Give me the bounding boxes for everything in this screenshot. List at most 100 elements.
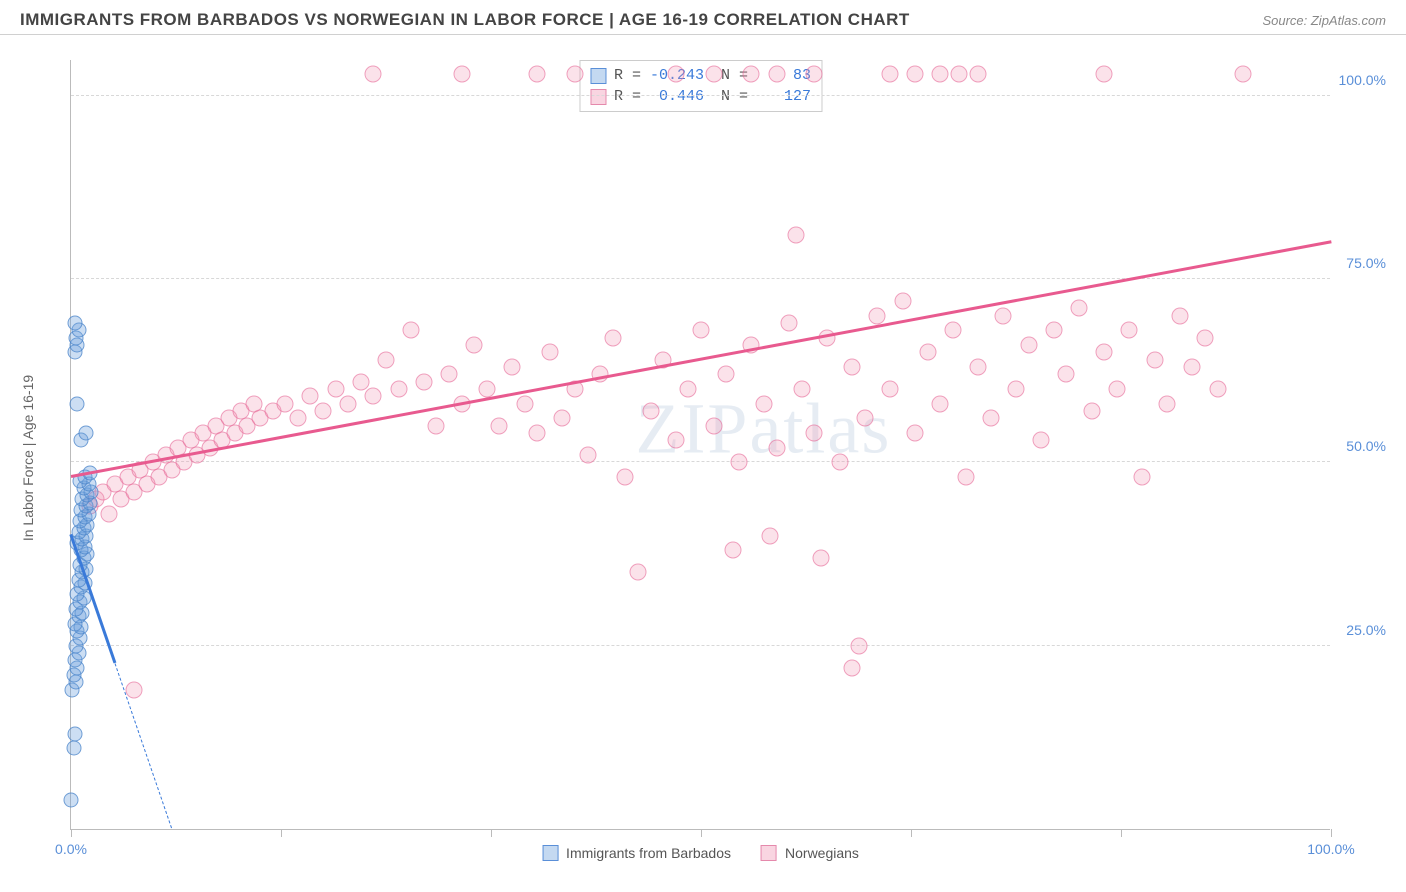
data-point: [831, 454, 848, 471]
data-point: [856, 410, 873, 427]
data-point: [70, 396, 85, 411]
x-tick: [491, 829, 492, 837]
x-tick: [71, 829, 72, 837]
data-point: [667, 432, 684, 449]
data-point: [554, 410, 571, 427]
data-point: [762, 527, 779, 544]
data-point: [1159, 395, 1176, 412]
source-attribution: Source: ZipAtlas.com: [1262, 13, 1386, 28]
data-point: [667, 65, 684, 82]
data-point: [1096, 65, 1113, 82]
data-point: [812, 549, 829, 566]
data-point: [995, 307, 1012, 324]
data-point: [768, 65, 785, 82]
data-point: [365, 65, 382, 82]
data-point: [403, 322, 420, 339]
pink-swatch-icon: [761, 845, 777, 861]
data-point: [768, 439, 785, 456]
x-tick: [911, 829, 912, 837]
data-point: [66, 741, 81, 756]
data-point: [491, 417, 508, 434]
x-tick: [1121, 829, 1122, 837]
gridline: [71, 461, 1330, 462]
data-point: [693, 322, 710, 339]
data-point: [1008, 381, 1025, 398]
data-point: [1234, 65, 1251, 82]
data-point: [567, 65, 584, 82]
data-point: [441, 366, 458, 383]
y-tick-label: 75.0%: [1346, 255, 1386, 271]
data-point: [1071, 300, 1088, 317]
legend-label: Norwegians: [785, 845, 859, 861]
gridline: [71, 95, 1330, 96]
data-point: [894, 293, 911, 310]
data-point: [541, 344, 558, 361]
y-tick-label: 50.0%: [1346, 438, 1386, 454]
data-point: [504, 359, 521, 376]
pink-swatch-icon: [590, 89, 606, 105]
data-point: [1146, 351, 1163, 368]
trend-line: [71, 240, 1331, 477]
data-point: [315, 403, 332, 420]
data-point: [680, 381, 697, 398]
legend-item-blue: Immigrants from Barbados: [542, 845, 731, 861]
chart-header: IMMIGRANTS FROM BARBADOS VS NORWEGIAN IN…: [0, 0, 1406, 35]
data-point: [1045, 322, 1062, 339]
data-point: [415, 373, 432, 390]
data-point: [869, 307, 886, 324]
data-point: [787, 227, 804, 244]
data-point: [1083, 403, 1100, 420]
data-point: [806, 65, 823, 82]
x-tick: [281, 829, 282, 837]
data-point: [932, 65, 949, 82]
blue-swatch-icon: [590, 68, 606, 84]
blue-swatch-icon: [542, 845, 558, 861]
data-point: [327, 381, 344, 398]
data-point: [390, 381, 407, 398]
data-point: [907, 65, 924, 82]
gridline: [71, 645, 1330, 646]
x-tick-label: 0.0%: [55, 841, 87, 857]
data-point: [277, 395, 294, 412]
pink-r-value: 0.446: [649, 86, 704, 107]
data-point: [428, 417, 445, 434]
data-point: [1096, 344, 1113, 361]
data-point: [844, 659, 861, 676]
data-point: [478, 381, 495, 398]
data-point: [724, 542, 741, 559]
data-point: [1184, 359, 1201, 376]
data-point: [1209, 381, 1226, 398]
data-point: [957, 469, 974, 486]
data-point: [1121, 322, 1138, 339]
data-point: [932, 395, 949, 412]
data-point: [806, 425, 823, 442]
data-point: [982, 410, 999, 427]
data-point: [730, 454, 747, 471]
data-point: [378, 351, 395, 368]
data-point: [100, 505, 117, 522]
data-point: [453, 65, 470, 82]
data-point: [79, 426, 94, 441]
data-point: [630, 564, 647, 581]
data-point: [67, 726, 82, 741]
x-tick: [701, 829, 702, 837]
legend-item-pink: Norwegians: [761, 845, 859, 861]
data-point: [1020, 337, 1037, 354]
data-point: [970, 65, 987, 82]
bottom-legend: Immigrants from Barbados Norwegians: [542, 845, 859, 861]
x-tick: [1331, 829, 1332, 837]
data-point: [1134, 469, 1151, 486]
data-point: [718, 366, 735, 383]
y-tick-label: 100.0%: [1339, 72, 1386, 88]
data-point: [743, 65, 760, 82]
plot-area: ZIPatlas R = -0.243 N = 83 R = 0.446 N =…: [70, 60, 1330, 830]
chart-title: IMMIGRANTS FROM BARBADOS VS NORWEGIAN IN…: [20, 10, 910, 30]
data-point: [1171, 307, 1188, 324]
data-point: [844, 359, 861, 376]
pink-n-value: 127: [756, 86, 811, 107]
data-point: [466, 337, 483, 354]
data-point: [882, 381, 899, 398]
data-point: [1033, 432, 1050, 449]
data-point: [951, 65, 968, 82]
data-point: [302, 388, 319, 405]
